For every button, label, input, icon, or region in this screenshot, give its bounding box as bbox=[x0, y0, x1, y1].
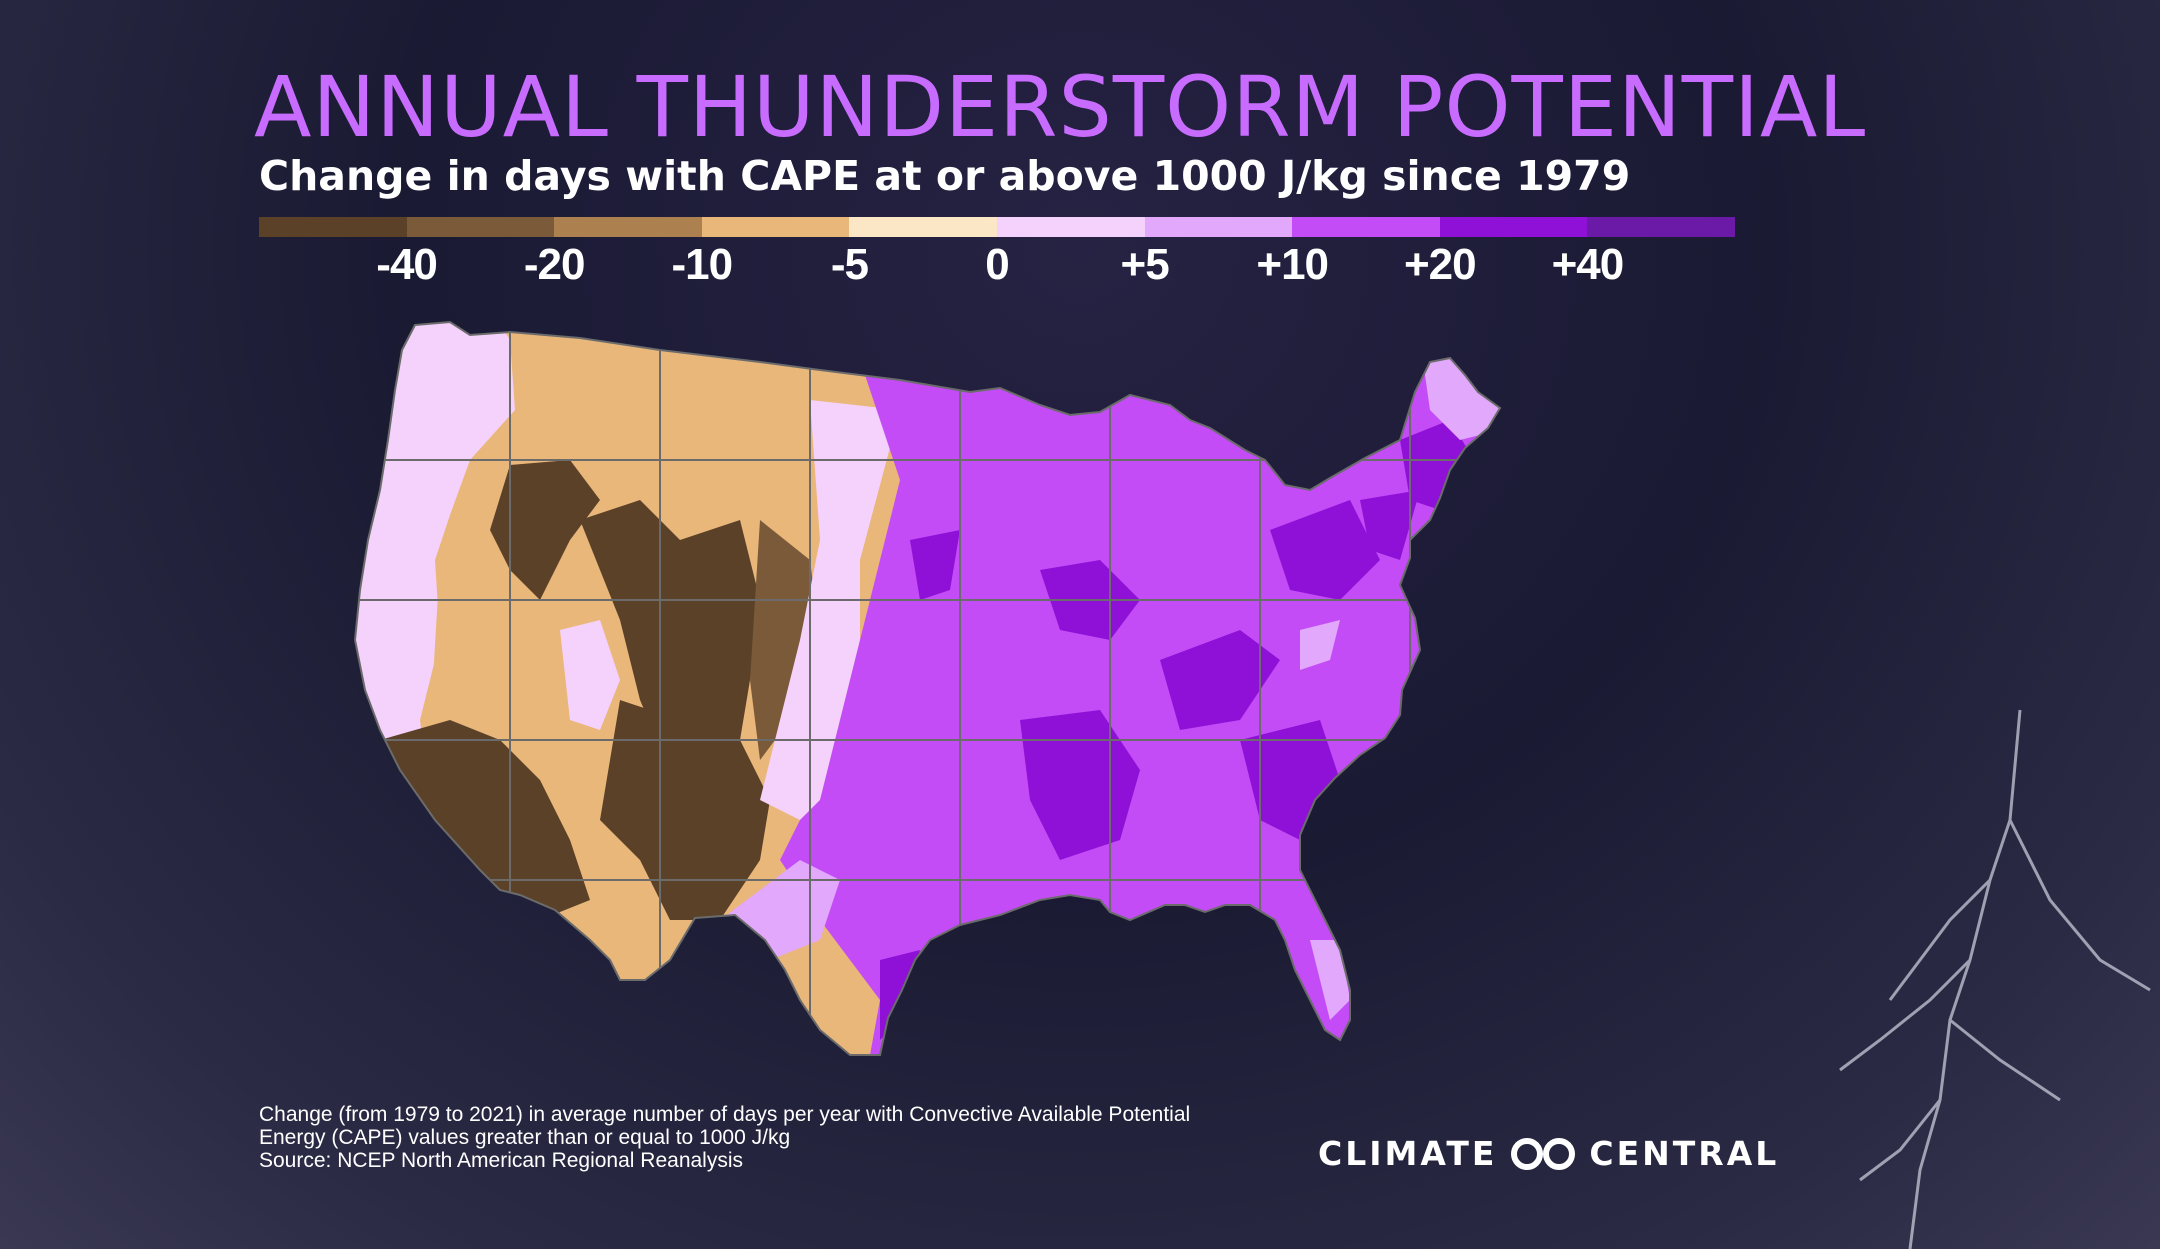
legend-swatch-5 bbox=[996, 217, 1145, 237]
source-line: Source: NCEP North American Regional Rea… bbox=[259, 1149, 744, 1172]
map-title: ANNUAL THUNDERSTORM POTENTIAL bbox=[254, 58, 1867, 156]
legend-label-4: 0 bbox=[985, 240, 1010, 289]
legend-label-3: -5 bbox=[830, 240, 869, 289]
legend-swatch-4 bbox=[849, 217, 997, 237]
color-legend-bar bbox=[259, 217, 1735, 237]
legend-swatch-3 bbox=[701, 217, 850, 237]
infinity-loop-icon bbox=[1511, 1137, 1576, 1170]
legend-swatch-2 bbox=[554, 217, 702, 237]
legend-label-6: +10 bbox=[1256, 240, 1329, 289]
legend-swatch-8 bbox=[1439, 217, 1588, 237]
map-notes: Change (from 1979 to 2021) in average nu… bbox=[259, 1103, 1359, 1172]
legend-tick-labels: -40 -20 -10 -5 0 +5 +10 +20 +40 bbox=[259, 240, 1735, 300]
legend-label-0: -40 bbox=[376, 240, 438, 289]
climate-central-logo: CLIMATE CENTRAL bbox=[1318, 1134, 1779, 1173]
logo-word-right: CENTRAL bbox=[1589, 1134, 1780, 1173]
legend-swatch-7 bbox=[1292, 217, 1440, 237]
legend-label-8: +40 bbox=[1551, 240, 1625, 289]
logo-word-left: CLIMATE bbox=[1318, 1134, 1498, 1173]
legend-label-1: -20 bbox=[523, 240, 586, 289]
legend-label-2: -10 bbox=[671, 240, 734, 289]
note-line-2: Energy (CAPE) values greater than or equ… bbox=[259, 1126, 791, 1149]
legend-swatch-1 bbox=[406, 217, 555, 237]
legend-label-7: +20 bbox=[1403, 240, 1477, 289]
legend-swatch-0 bbox=[259, 217, 407, 237]
legend-swatch-6 bbox=[1144, 217, 1293, 237]
us-map bbox=[354, 321, 1501, 1056]
note-line-1: Change (from 1979 to 2021) in average nu… bbox=[259, 1103, 1191, 1126]
legend-label-5: +5 bbox=[1120, 240, 1170, 289]
legend-swatch-9 bbox=[1587, 217, 1735, 237]
map-subtitle: Change in days with CAPE at or above 100… bbox=[259, 152, 1631, 200]
lightning-bolt-decoration bbox=[1839, 709, 2151, 1249]
